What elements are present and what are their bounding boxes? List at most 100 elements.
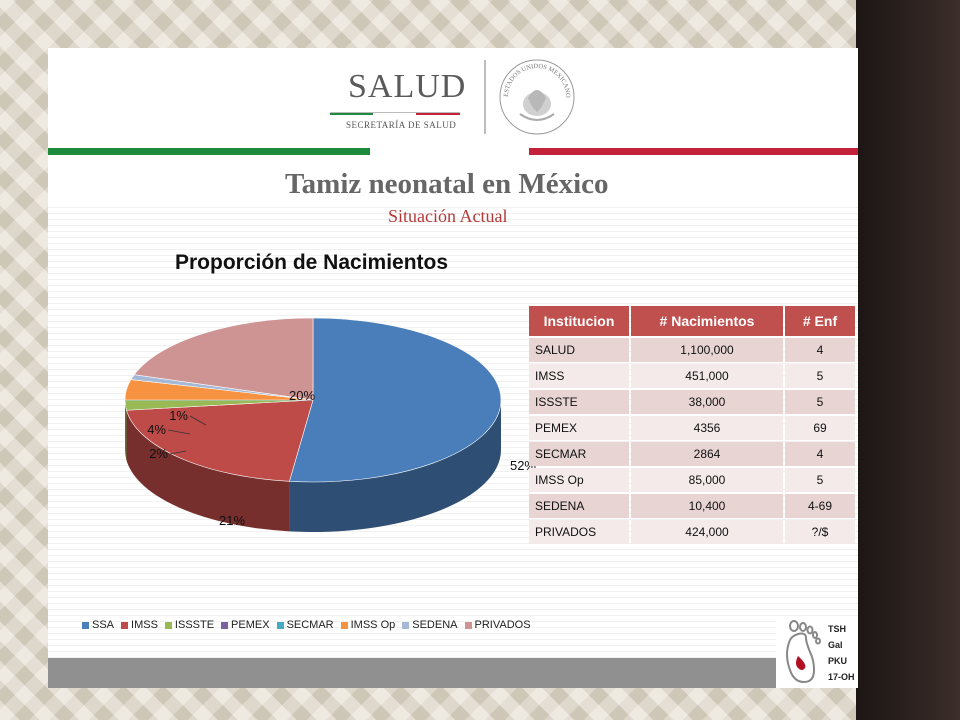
table-cell-enf: 4: [785, 442, 855, 466]
logo-text-line: 17-OH: [828, 672, 855, 682]
legend-swatch: [121, 621, 129, 629]
pie-chart: 52%21%2%4%1%20%: [124, 317, 536, 532]
table-row: IMSS Op 85,000 5: [529, 468, 855, 492]
legend-swatch: [82, 621, 89, 629]
legend-swatch: [276, 621, 284, 629]
legend-label: SEDENA: [412, 619, 458, 631]
pie-label-imss: 21%: [219, 513, 245, 528]
sub-title: Situación Actual: [388, 206, 508, 226]
legend-swatch: [464, 621, 472, 629]
pie-label-imss-op: 4%: [147, 422, 166, 437]
pie-top-group: [124, 317, 502, 483]
legend-swatch: [402, 621, 410, 629]
pie-side-ssa: [289, 400, 501, 532]
header-divider: [484, 60, 486, 134]
legend-swatch: [340, 621, 348, 629]
legend-label: IMSS: [131, 619, 158, 631]
salud-logo: SALUD SECRETARÍA DE SALUD: [330, 68, 470, 130]
pie-leader-issste: [169, 450, 187, 455]
logo-text-line: TSH: [828, 624, 846, 634]
table-row: PRIVADOS 424,000 ?/$: [529, 520, 855, 544]
table-header-institucion: Institucion: [529, 306, 629, 336]
pie-leader-sedena: [189, 415, 207, 426]
slide-footer-bar: [48, 658, 858, 688]
right-decorative-strip: [856, 0, 960, 720]
table-header-row: Institucion # Nacimientos # Enf: [529, 306, 855, 336]
chart-title: Proporción de Nacimientos: [175, 251, 449, 274]
flag-red-bar: [529, 148, 858, 155]
table-cell-births: 4356: [631, 416, 783, 440]
slide: SALUD SECRETARÍA DE SALUD ESTADOS UNIDOS…: [48, 48, 858, 688]
table-row: IMSS 451,000 5: [529, 364, 855, 388]
legend-item-issste: ISSSTE: [164, 619, 215, 631]
table-cell-enf: 4: [785, 338, 855, 362]
legend-label: PEMEX: [231, 619, 270, 631]
legend-item-ssa: SSA: [82, 619, 114, 631]
salud-wordmark: SALUD: [348, 68, 467, 105]
legend-swatch: [164, 621, 172, 629]
legend-item-sedena: SEDENA: [402, 619, 458, 631]
table-cell-enf: 5: [785, 468, 855, 492]
pie-leader-imss-op: [167, 429, 191, 435]
flag-green-bar: [48, 148, 370, 155]
slide-header: SALUD SECRETARÍA DE SALUD ESTADOS UNIDOS…: [48, 48, 858, 203]
table-cell-institution: SALUD: [529, 338, 629, 362]
pie-side-imss: [126, 410, 290, 532]
chart-legend: SSA IMSS ISSSTE PEMEX SECMAR IMSS Op SEDENA PRI…: [82, 619, 531, 631]
table-cell-institution: IMSS Op: [529, 468, 629, 492]
legend-label: SECMAR: [286, 619, 334, 631]
table-row: ISSSTE 38,000 5: [529, 390, 855, 414]
table-cell-enf: ?/$: [785, 520, 855, 544]
legend-item-privados: PRIVADOS: [464, 619, 531, 631]
births-table: Institucion # Nacimientos # Enf SALUD 1,1…: [527, 304, 857, 546]
pie-side-group: [125, 400, 501, 532]
table-row: SECMAR 2864 4: [529, 442, 855, 466]
mexico-seal-icon: ESTADOS UNIDOS MEXICANOS: [498, 58, 575, 135]
pie-slice-privados: [133, 317, 314, 401]
table-cell-institution: PRIVADOS: [529, 520, 629, 544]
table-cell-institution: ISSSTE: [529, 390, 629, 414]
table-cell-births: 10,400: [631, 494, 783, 518]
legend-label: IMSS Op: [350, 619, 396, 631]
pie-label-privados: 20%: [289, 388, 315, 403]
table-cell-enf: 5: [785, 364, 855, 388]
table-cell-institution: IMSS: [529, 364, 629, 388]
table-cell-institution: PEMEX: [529, 416, 629, 440]
newborn-screening-logo: TSH Gal PKU 17-OH: [776, 616, 858, 688]
table-cell-enf: 5: [785, 390, 855, 414]
pie-slice-ssa: [289, 317, 502, 483]
table-cell-institution: SECMAR: [529, 442, 629, 466]
table-header-enf: # Enf: [785, 306, 855, 336]
logo-text-line: PKU: [828, 656, 848, 666]
pie-label-issste: 2%: [149, 446, 168, 461]
table-cell-enf: 4-69: [785, 494, 855, 518]
table-cell-births: 85,000: [631, 468, 783, 492]
table-header-nacimientos: # Nacimientos: [631, 306, 783, 336]
table-row: SALUD 1,100,000 4: [529, 338, 855, 362]
pie-side-issste: [125, 400, 127, 461]
main-title: Tamiz neonatal en México: [285, 168, 609, 200]
table-cell-births: 424,000: [631, 520, 783, 544]
legend-item-imss: IMSS: [121, 619, 158, 631]
table-cell-births: 2864: [631, 442, 783, 466]
legend-item-imss-op: IMSS Op: [340, 619, 396, 631]
legend-swatch: [221, 621, 229, 629]
legend-item-secmar: SECMAR: [276, 619, 334, 631]
table-cell-births: 451,000: [631, 364, 783, 388]
salud-subtitle: SECRETARÍA DE SALUD: [346, 120, 457, 130]
pie-label-sedena: 1%: [169, 408, 188, 423]
table-cell-births: 1,100,000: [631, 338, 783, 362]
legend-label: ISSSTE: [174, 619, 215, 631]
pie-slice-imss: [126, 399, 314, 482]
legend-item-pemex: PEMEX: [221, 619, 270, 631]
legend-label: SSA: [92, 619, 115, 631]
table-cell-births: 38,000: [631, 390, 783, 414]
table-row: SEDENA 10,400 4-69: [529, 494, 855, 518]
footprint-icon: [786, 620, 821, 684]
legend-label: PRIVADOS: [474, 619, 531, 631]
logo-text-line: Gal: [828, 640, 843, 650]
table-cell-enf: 69: [785, 416, 855, 440]
table-cell-institution: SEDENA: [529, 494, 629, 518]
table-row: PEMEX 4356 69: [529, 416, 855, 440]
salud-logo-bar: [330, 112, 460, 115]
